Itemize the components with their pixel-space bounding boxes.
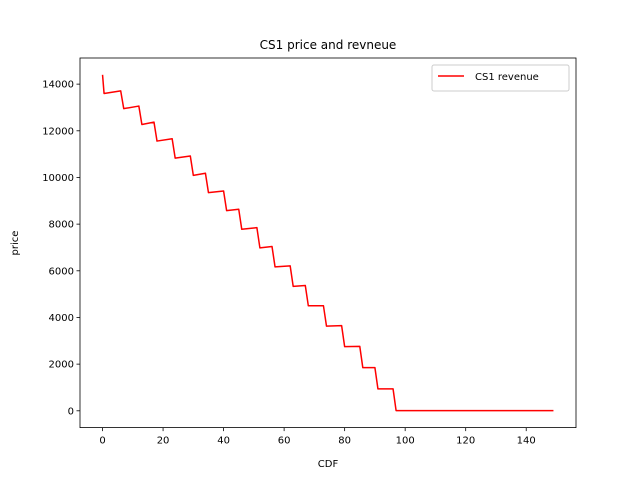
plot-background	[80, 58, 576, 428]
plot-frame	[79, 57, 577, 429]
x-axis-ticks: 0 20 40 60 80 100 120 140	[99, 427, 536, 447]
x-tick-label: 120	[456, 436, 475, 447]
x-tick-label: 0	[99, 436, 105, 447]
x-tick-label: 60	[278, 436, 291, 447]
series-layer	[101, 74, 554, 412]
chart-title: CS1 price and revneue	[260, 38, 397, 52]
x-tick-label: 20	[157, 436, 170, 447]
x-tick-label: 100	[396, 436, 415, 447]
x-axis-label: CDF	[318, 459, 339, 470]
series-line	[101, 74, 554, 412]
y-axis-ticks: 0 2000 4000 6000 8000 10000 12000 14000	[42, 80, 80, 417]
x-tick-label: 140	[517, 436, 536, 447]
y-tick-label: 14000	[42, 80, 74, 91]
y-tick-label: 0	[68, 406, 74, 417]
legend-label: CS1 revenue	[475, 72, 539, 83]
y-tick-label: 12000	[42, 126, 74, 137]
y-tick-label: 6000	[49, 266, 74, 277]
y-tick-label: 10000	[42, 173, 74, 184]
y-axis-label: price	[10, 231, 21, 256]
plot-area	[80, 58, 576, 428]
x-tick-label: 40	[217, 436, 230, 447]
x-tick-label: 80	[338, 436, 351, 447]
legend-box	[431, 64, 570, 92]
y-tick-label: 8000	[49, 220, 74, 231]
y-tick-label: 2000	[49, 360, 74, 371]
y-tick-label: 4000	[49, 313, 74, 324]
legend: CS1 revenue	[431, 64, 570, 92]
